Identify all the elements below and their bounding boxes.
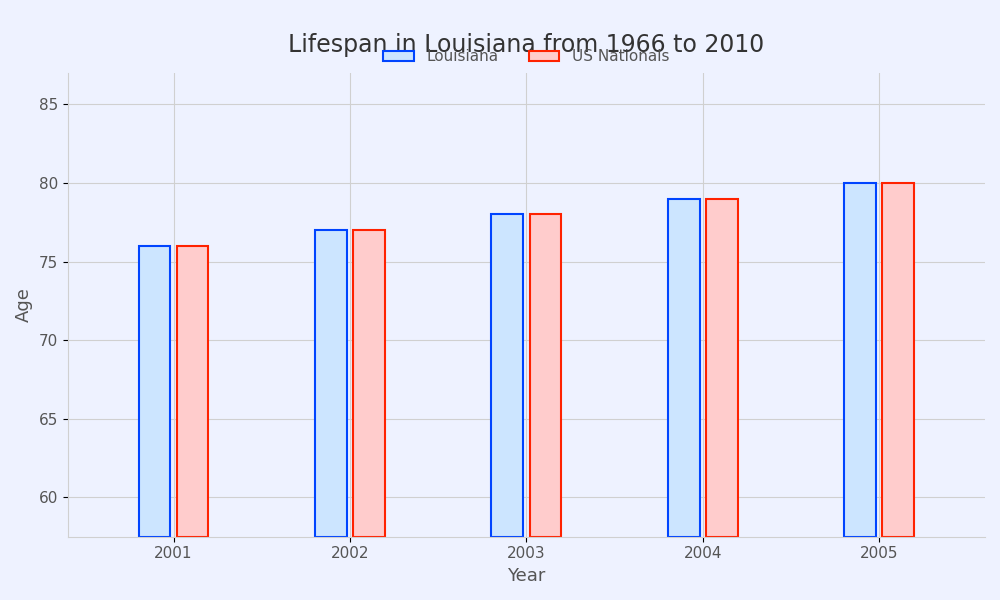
X-axis label: Year: Year: [507, 567, 546, 585]
Bar: [530, 214, 561, 537]
Bar: [706, 199, 738, 537]
Bar: [844, 183, 876, 537]
Bar: [882, 183, 914, 537]
Bar: [139, 246, 170, 537]
Legend: Louisiana, US Nationals: Louisiana, US Nationals: [377, 43, 675, 71]
Bar: [177, 246, 208, 537]
Bar: [668, 199, 700, 537]
Bar: [315, 230, 347, 537]
Title: Lifespan in Louisiana from 1966 to 2010: Lifespan in Louisiana from 1966 to 2010: [288, 33, 764, 57]
Bar: [353, 230, 385, 537]
Bar: [491, 214, 523, 537]
Y-axis label: Age: Age: [15, 287, 33, 322]
